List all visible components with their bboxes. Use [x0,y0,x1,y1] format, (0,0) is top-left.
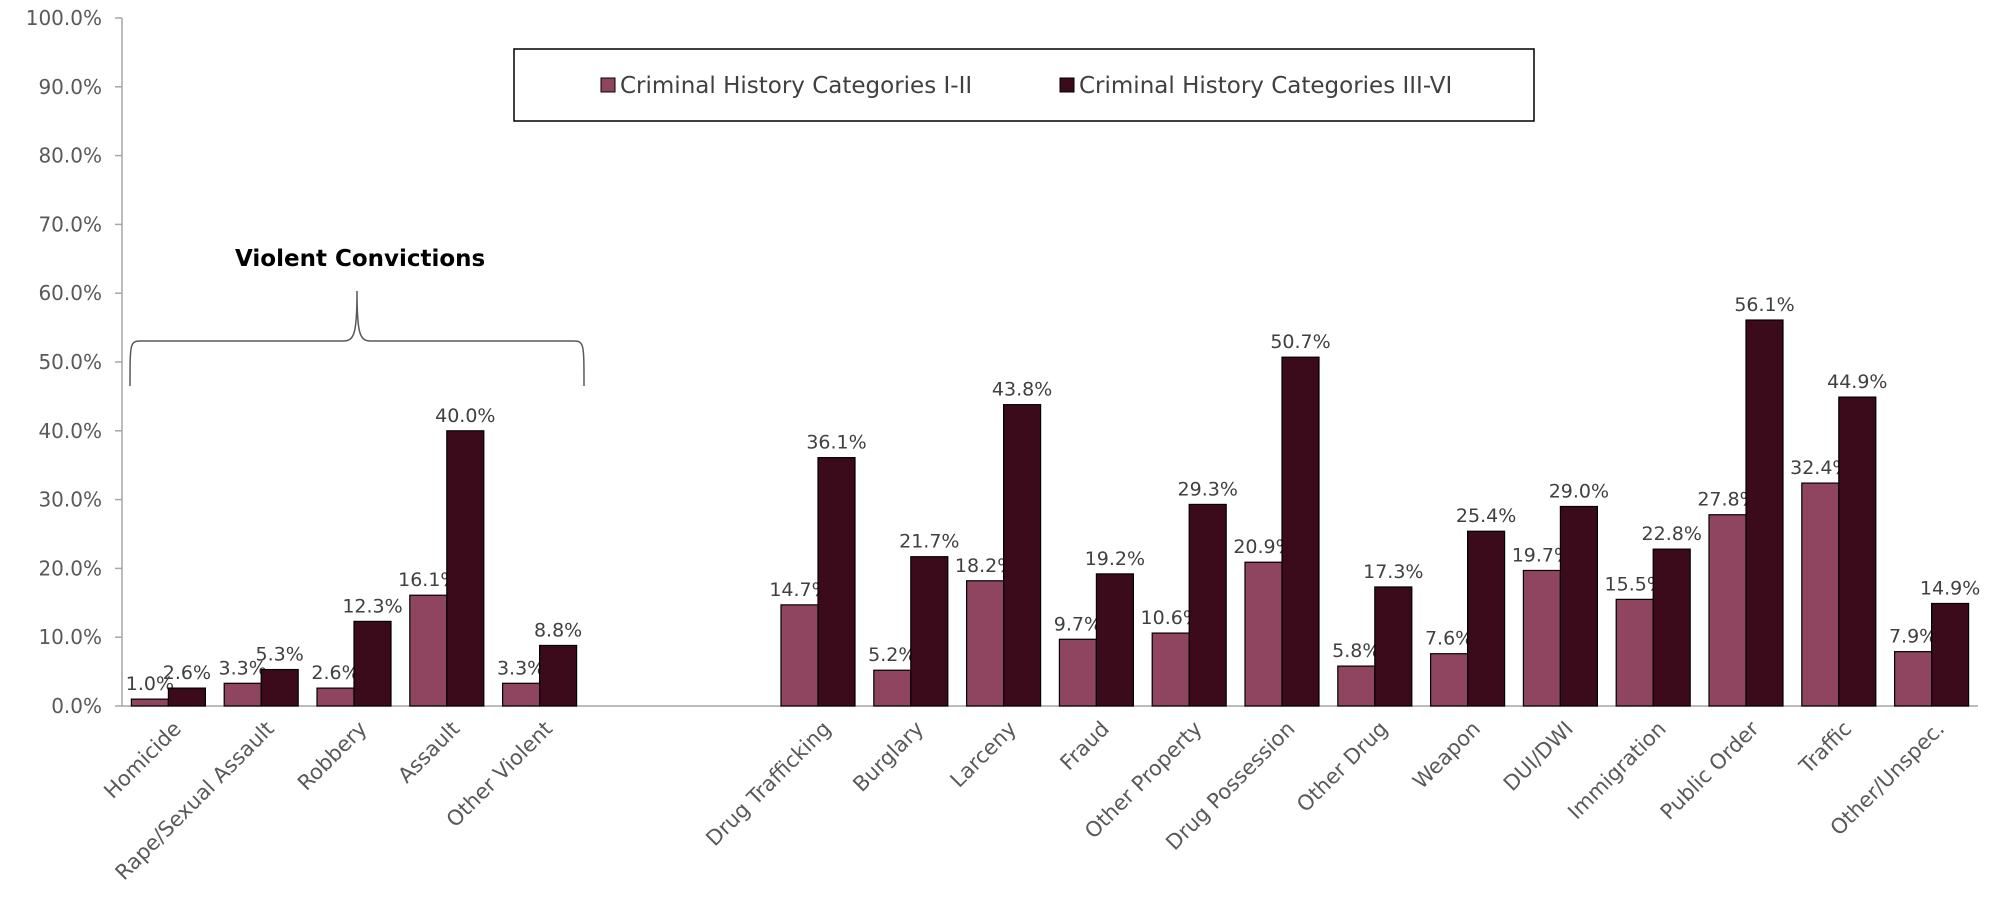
bar-cat-i-ii [130,698,169,707]
data-label: 18.2% [955,555,1015,577]
data-label: 32.4% [1790,457,1850,479]
bar-cat-iii-vi [910,556,949,707]
bar-cat-iii-vi [353,620,392,707]
bar-cat-iii-vi [167,687,206,707]
data-label: 5.2% [868,644,916,666]
data-label: 1.0% [126,673,174,695]
y-tick-label: 40.0% [38,419,102,443]
bar-cat-iii-vi [1188,503,1227,707]
data-label: 16.1% [398,569,458,591]
bar-cat-i-ii [1708,514,1747,707]
bar-cat-iii-vi [1745,319,1784,707]
data-label: 14.7% [769,579,829,601]
data-label: 20.9% [1233,536,1293,558]
bar-cat-iii-vi [1652,548,1691,707]
y-tick-label: 90.0% [38,75,102,99]
data-label: 40.0% [435,405,495,427]
data-label: 10.6% [1141,607,1201,629]
legend-swatch [600,77,616,93]
data-label: 2.6% [163,662,211,684]
data-label: 12.3% [342,595,402,617]
legend-label: Criminal History Categories III-VI [1079,73,1452,99]
data-label: 44.9% [1827,371,1887,393]
bar-cat-iii-vi [1095,573,1135,707]
data-label: 22.8% [1642,523,1702,545]
data-label: 27.8% [1697,489,1757,511]
data-label: 5.3% [256,644,304,666]
data-label: 29.3% [1178,478,1238,500]
bar-cat-iii-vi [446,430,485,707]
data-label: 50.7% [1270,331,1330,353]
y-tick-label: 20.0% [38,556,102,580]
bar-cat-i-ii [502,682,541,707]
y-tick-label: 10.0% [38,625,102,649]
bar-cat-iii-vi [1002,404,1042,707]
data-label: 19.2% [1085,548,1145,570]
legend-swatch [1059,77,1075,93]
y-tick-label: 0.0% [51,694,102,718]
bar-cat-iii-vi [1559,505,1599,707]
data-label: 15.5% [1605,573,1665,595]
bar-cat-i-ii [1244,561,1283,707]
brace-shape [129,290,585,387]
bar-cat-iii-vi [538,644,578,707]
data-label: 19.7% [1512,544,1572,566]
y-tick-label: 50.0% [38,350,102,374]
bar-cat-i-ii [1337,665,1376,707]
y-tick-label: 30.0% [38,488,102,512]
bar-cat-i-ii [873,669,912,707]
data-label: 3.3% [219,657,267,679]
bar-cat-iii-vi [1930,602,1970,707]
data-label: 43.8% [992,379,1052,401]
bars-group: 1.0%2.6% 3.3%5.3%2.6%12.3%16.1%40.0%3.3%8… [126,294,1980,707]
data-label: 5.8% [1332,640,1380,662]
annotation-label: Violent Convictions [235,246,485,272]
data-label: 25.4% [1456,505,1516,527]
y-tick-label: 70.0% [38,212,102,236]
data-label: 29.0% [1549,480,1609,502]
bar-cat-i-ii [1522,569,1562,707]
data-label: 21.7% [899,531,959,553]
y-tick-label: 100.0% [26,6,102,30]
bar-cat-iii-vi [817,457,856,707]
legend-label: Criminal History Categories I-II [620,73,972,99]
y-tick-label: 80.0% [38,144,102,168]
bar-cat-i-ii [1801,482,1840,707]
data-label: 9.7% [1054,613,1102,635]
data-label: 7.9% [1889,626,1937,648]
bar-cat-iii-vi [260,668,299,707]
bar-cat-i-ii [965,580,1005,707]
data-label: 7.6% [1425,628,1473,650]
bar-cat-i-ii [1893,651,1933,707]
bar-cat-i-ii [1429,653,1469,707]
data-label: 2.6% [311,662,359,684]
data-label: 36.1% [806,432,866,454]
bar-cat-iii-vi [1281,356,1320,707]
annotation-group: Violent Convictions [129,246,585,387]
bar-cat-i-ii [409,594,448,707]
data-label: 14.9% [1920,577,1980,599]
bar-cat-iii-vi [1838,396,1877,707]
legend: Criminal History Categories I-II Criminal… [513,48,1535,122]
data-label: 56.1% [1734,294,1794,316]
legend-box [513,48,1535,122]
bar-cat-i-ii [1058,638,1098,707]
bar-cat-i-ii [1151,632,1190,707]
data-label: 3.3% [497,657,545,679]
bar-cat-i-ii [223,682,262,707]
bar-cat-i-ii [1615,598,1654,707]
bar-cat-iii-vi [1466,530,1506,707]
data-label: 17.3% [1363,561,1423,583]
bar-cat-i-ii [316,687,355,707]
bar-cat-i-ii [780,604,819,707]
bar-cat-iii-vi [1374,586,1413,707]
data-label: 8.8% [534,619,582,641]
y-tick-label: 60.0% [38,281,102,305]
